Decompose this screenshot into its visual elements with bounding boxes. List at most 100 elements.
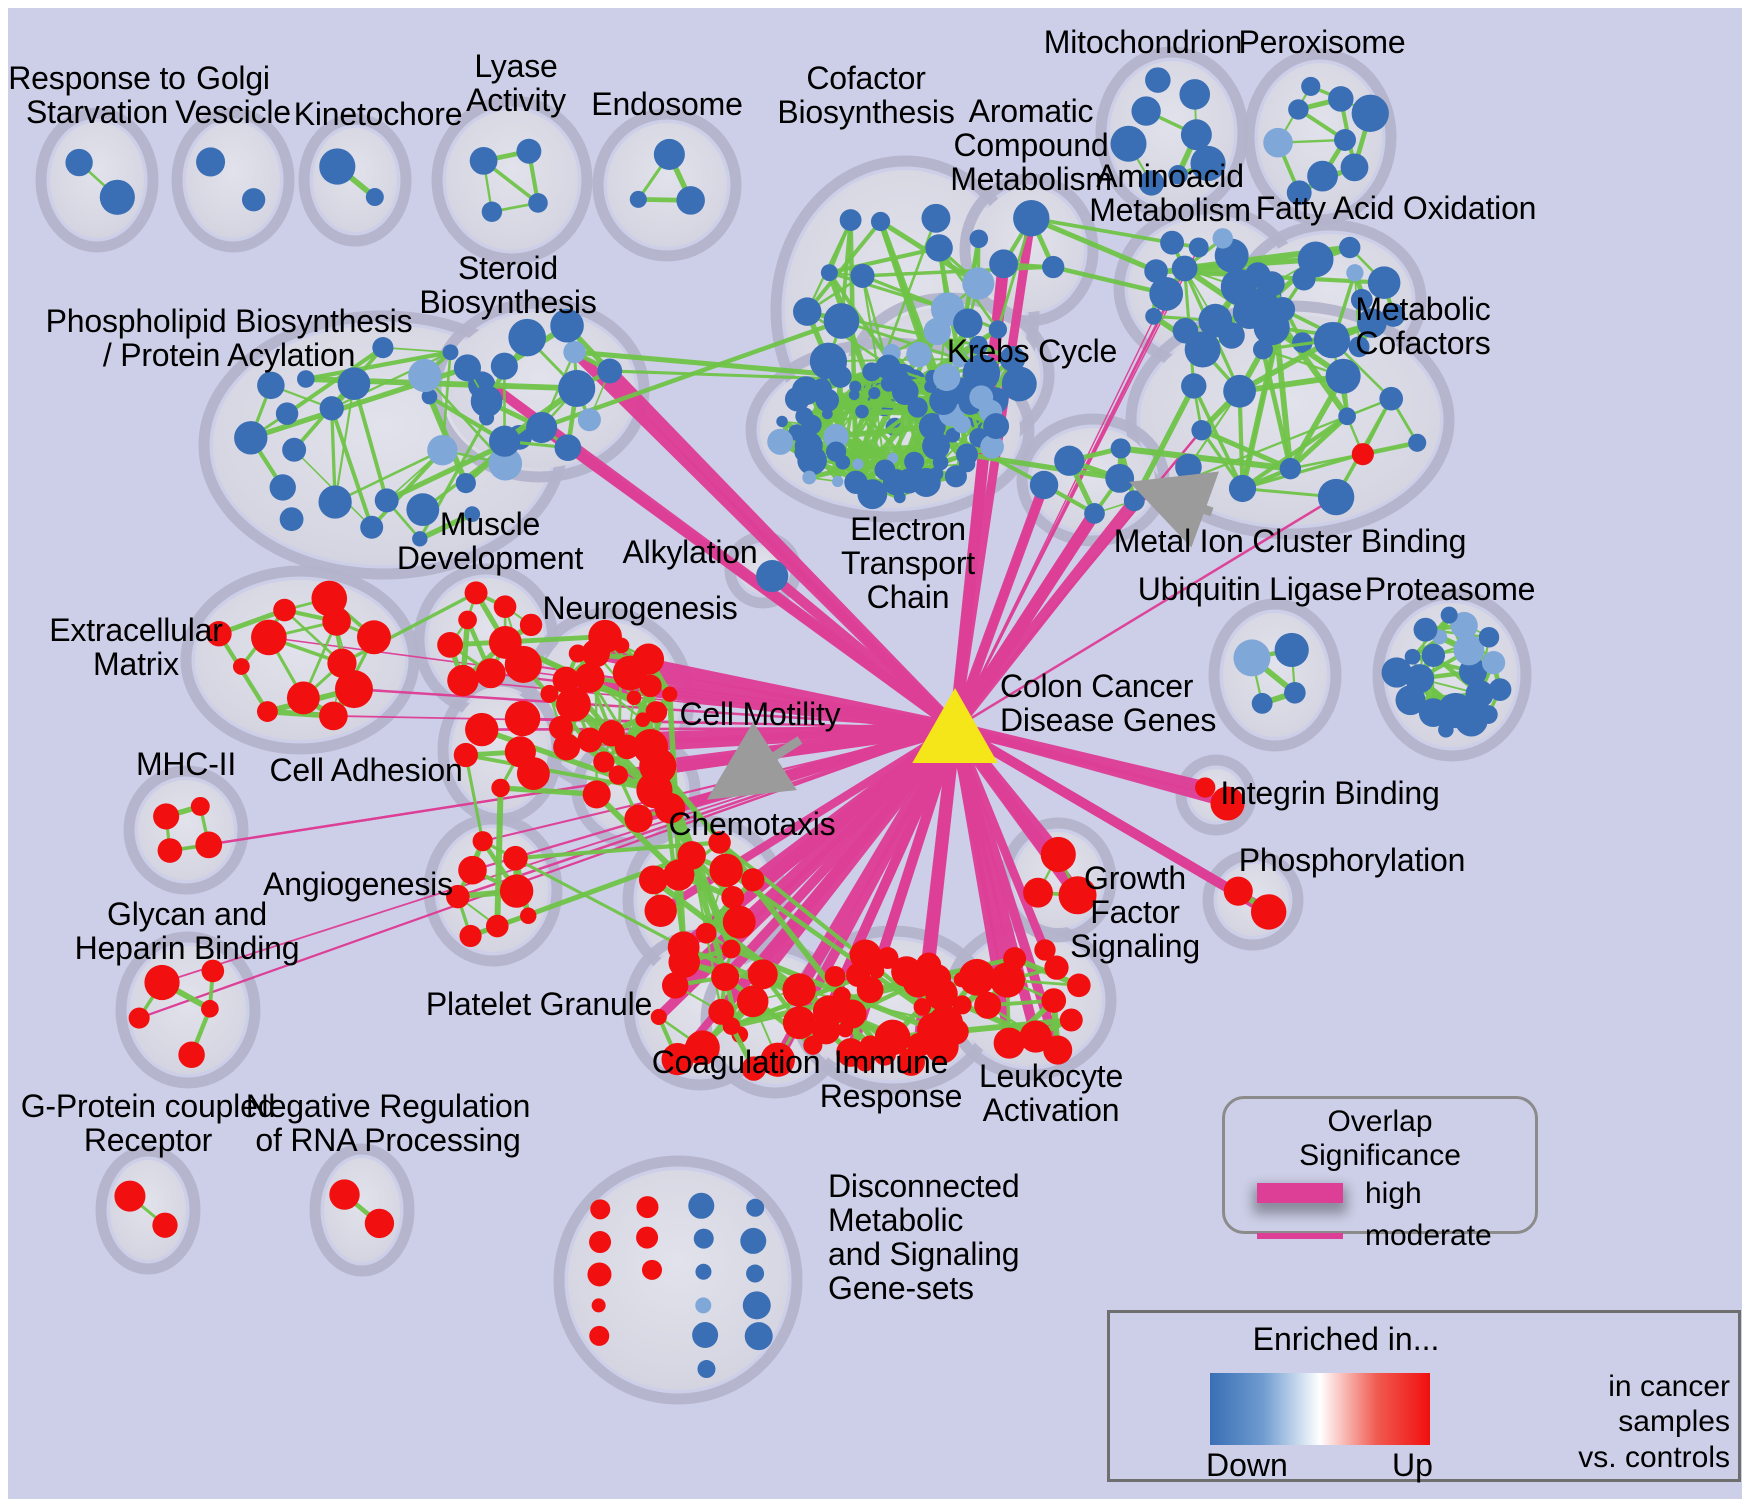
cluster-label-fatty-acid-oxidation: Fatty Acid Oxidation bbox=[1255, 190, 1537, 226]
gene-set-node bbox=[232, 658, 250, 675]
hub-edge-high bbox=[949, 510, 1100, 732]
gene-set-node bbox=[1252, 339, 1273, 360]
gene-set-node bbox=[568, 644, 587, 663]
inter-cluster-edge bbox=[1184, 256, 1316, 272]
gene-set-node bbox=[491, 778, 510, 798]
hub-edge-high bbox=[948, 726, 1014, 982]
intra-cluster-edges-and-nodes bbox=[65, 67, 1512, 1379]
gene-set-node bbox=[1034, 939, 1056, 961]
gene-set-node bbox=[1191, 420, 1212, 441]
annotation-arrows bbox=[706, 471, 1220, 800]
gene-set-node bbox=[614, 734, 640, 760]
gene-set-node bbox=[1301, 76, 1321, 97]
gene-set-node bbox=[458, 855, 487, 885]
hub-node-colon-cancer-disease-genes[interactable] bbox=[912, 687, 998, 763]
hub-edge-moderate bbox=[954, 293, 1167, 729]
gene-set-node bbox=[503, 845, 528, 871]
gene-set-node bbox=[974, 991, 1002, 1019]
gene-set-node bbox=[504, 700, 541, 737]
cluster-halo bbox=[553, 1155, 803, 1405]
cluster-coagulation bbox=[722, 959, 823, 1081]
gene-set-node bbox=[1346, 264, 1364, 282]
gene-set-node bbox=[906, 341, 932, 368]
hub-edge-high bbox=[794, 724, 961, 993]
gene-set-node bbox=[839, 209, 862, 231]
gene-set-node bbox=[574, 662, 605, 693]
cluster-growth-factor-signaling bbox=[1023, 836, 1097, 915]
cluster-response-to-starvation bbox=[65, 148, 135, 215]
gene-set-node bbox=[708, 831, 731, 854]
gene-set-node bbox=[740, 1227, 767, 1254]
gene-set-node bbox=[685, 1030, 720, 1066]
gene-set-node bbox=[455, 473, 476, 494]
gene-set-node bbox=[962, 267, 995, 300]
gene-set-node bbox=[504, 645, 542, 683]
hub-edge-high bbox=[953, 723, 1229, 808]
cluster-halo bbox=[171, 107, 295, 253]
gene-set-node bbox=[489, 425, 521, 457]
gene-set-node bbox=[904, 451, 925, 472]
cluster-integrin-binding bbox=[1195, 777, 1245, 821]
gene-set-node bbox=[989, 249, 1018, 279]
gene-set-node bbox=[516, 757, 550, 790]
gene-set-node bbox=[1351, 94, 1389, 132]
gene-set-node bbox=[552, 666, 580, 694]
hub-edge-high bbox=[658, 724, 958, 915]
gene-set-node bbox=[297, 370, 315, 388]
gene-set-node bbox=[1339, 236, 1361, 259]
cluster-aminoacid-metabolism bbox=[1144, 228, 1282, 368]
gene-set-node bbox=[597, 358, 623, 384]
gene-set-node bbox=[1350, 288, 1373, 311]
gene-set-node bbox=[421, 388, 438, 405]
gene-set-node bbox=[1184, 331, 1221, 368]
gene-set-node bbox=[695, 1263, 712, 1280]
gene-set-node bbox=[469, 146, 498, 175]
inter-cluster-edge bbox=[1052, 264, 1167, 297]
gene-set-node bbox=[1438, 722, 1454, 738]
gene-set-node bbox=[1059, 1008, 1083, 1032]
legend-side-text: in cancer samples vs. controls bbox=[1578, 1370, 1730, 1474]
gene-set-node bbox=[374, 488, 399, 513]
gene-set-node bbox=[782, 973, 816, 1007]
gene-set-node bbox=[1450, 611, 1478, 640]
gene-set-node bbox=[453, 354, 482, 382]
gene-set-node bbox=[1190, 145, 1226, 182]
gene-set-node bbox=[99, 179, 135, 215]
gene-set-node bbox=[661, 972, 689, 999]
gene-set-node bbox=[695, 922, 717, 944]
legend-enriched-title: Enriched in... bbox=[1252, 1321, 1440, 1357]
gene-set-node bbox=[1381, 657, 1412, 688]
gene-set-node bbox=[550, 308, 584, 343]
gene-set-node bbox=[626, 690, 642, 706]
cluster-immune-response bbox=[811, 939, 972, 1076]
gene-set-node bbox=[654, 792, 686, 824]
gene-set-node bbox=[852, 458, 864, 470]
hub-edge-moderate bbox=[457, 726, 956, 898]
gene-set-node bbox=[629, 190, 647, 208]
gene-set-node bbox=[589, 1325, 610, 1346]
gene-set-node bbox=[882, 469, 910, 496]
gene-set-node bbox=[835, 454, 851, 470]
gene-set-node bbox=[741, 868, 765, 892]
gene-set-node bbox=[446, 884, 470, 909]
gene-set-node bbox=[1328, 86, 1354, 112]
legend-up-label: Up bbox=[1392, 1447, 1433, 1483]
gene-set-node bbox=[319, 701, 348, 731]
gene-set-node bbox=[201, 959, 225, 983]
gene-set-node bbox=[1478, 627, 1500, 648]
gene-set-node bbox=[1284, 681, 1306, 704]
gene-set-node bbox=[837, 999, 867, 1029]
gene-set-node bbox=[1105, 463, 1135, 493]
gene-set-node bbox=[1259, 271, 1285, 297]
gene-set-node bbox=[587, 1262, 612, 1287]
gene-set-node bbox=[820, 264, 838, 282]
gene-set-node bbox=[823, 423, 849, 450]
gene-set-node bbox=[520, 907, 537, 924]
gene-set-node bbox=[983, 413, 1010, 440]
gene-set-node bbox=[273, 598, 296, 622]
gene-set-node bbox=[1313, 322, 1351, 359]
gene-set-node bbox=[195, 831, 223, 859]
cluster-label-neurogenesis: Neurogenesis bbox=[542, 590, 738, 626]
gene-set-node bbox=[1144, 259, 1168, 283]
gene-set-node bbox=[1043, 1035, 1073, 1065]
